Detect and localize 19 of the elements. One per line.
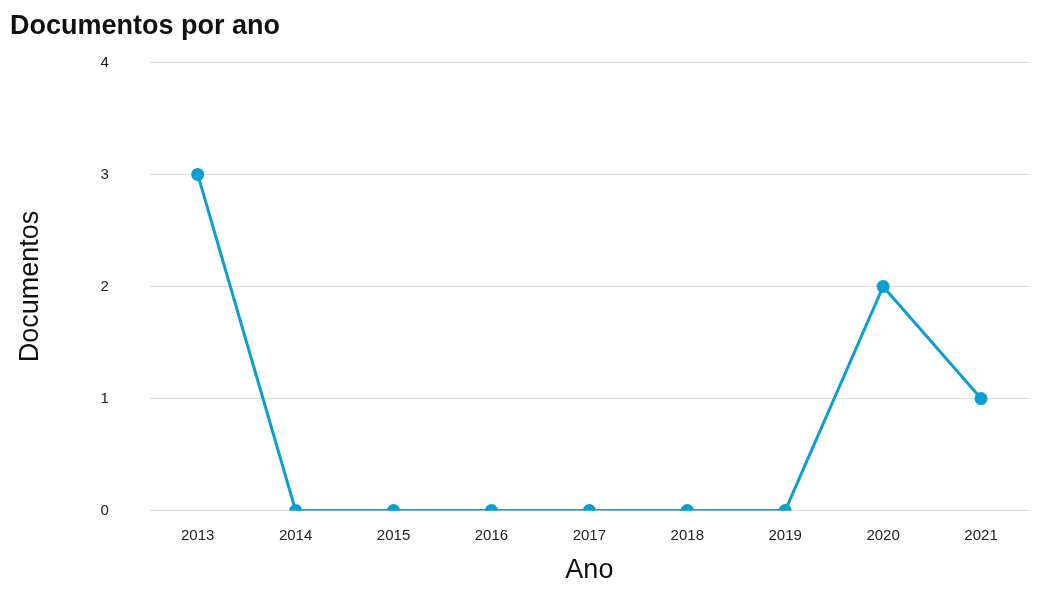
y-tick-label: 4 xyxy=(100,52,109,70)
x-tick-label: 2017 xyxy=(572,525,607,543)
point xyxy=(191,167,205,181)
x-tick-label: 2021 xyxy=(964,525,998,543)
x-tick-label: 2016 xyxy=(474,525,509,543)
x-tick-label: 2015 xyxy=(376,525,411,543)
x-tick-label: 2020 xyxy=(866,525,900,543)
point xyxy=(876,280,890,293)
x-tick-label: 2018 xyxy=(670,525,704,543)
y-tick-label: 3 xyxy=(100,164,109,182)
chart-title: Documentos por ano xyxy=(10,9,281,40)
y-tick-label: 2 xyxy=(100,276,109,294)
y-tick-label: 1 xyxy=(100,388,109,406)
x-tick-label: 2019 xyxy=(768,525,802,543)
y-tick-label: 0 xyxy=(100,500,109,518)
x-tick-label: 2013 xyxy=(181,525,215,543)
y-axis-title: Documentos xyxy=(13,210,44,363)
x-axis-title: Ano xyxy=(565,554,614,585)
x-tick-label: 2014 xyxy=(278,525,313,543)
